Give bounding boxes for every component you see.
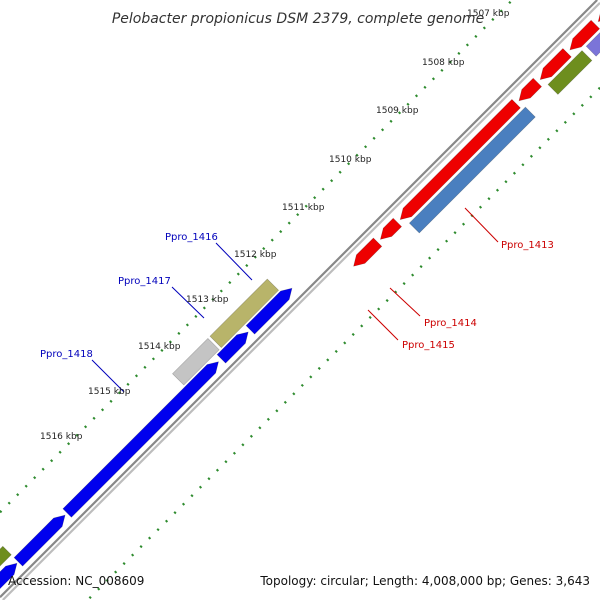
gene-ppro-1417-band [172,337,220,386]
callout-ppro-1417 [171,286,205,319]
callout-ppro-1418 [91,359,125,393]
gene-label-group: Ppro_1413 Ppro_1414 Ppro_1415 Ppro_1416 … [40,232,554,360]
tick-label-1510: 1510 kbp [329,155,372,165]
gene-label-ppro-1414[interactable]: Ppro_1414 [424,318,477,329]
gene-label-ppro-1413[interactable]: Ppro_1413 [501,240,554,251]
gene-ppro-1414-reverse [379,217,403,240]
gene-olive-left [0,545,12,567]
tick-label-1507: 1507 kbp [467,9,510,19]
gene-olive-right [547,50,593,95]
tick-label-1511: 1511 kbp [282,203,325,213]
accession-text: Accession: NC_008609 [8,574,145,588]
gene-label-ppro-1415[interactable]: Ppro_1415 [402,340,455,351]
callout-ppro-1413 [464,207,499,243]
tick-label-1508: 1508 kbp [422,58,465,68]
gene-label-ppro-1416[interactable]: Ppro_1416 [165,232,218,243]
tick-label-1509: 1509 kbp [376,106,419,116]
gene-callouts [91,207,499,393]
gene-ppro-1409-reverse [569,19,600,51]
gene-ppro-1419-forward [13,514,66,567]
gene-ppro-1416-band [209,278,280,349]
gene-ppro-1411-reverse [518,77,543,102]
callout-ppro-1415 [367,309,399,341]
map-title: Pelobacter propionicus DSM 2379, complet… [112,11,484,27]
gene-ppro-1413-band [408,106,536,234]
gene-label-ppro-1417[interactable]: Ppro_1417 [118,276,171,287]
gene-ppro-1412-reverse [399,98,521,221]
outer-tick-dots [0,0,514,514]
tick-label-group: 1507 kbp 1508 kbp 1509 kbp 1510 kbp 1511… [40,9,510,442]
gene-ppro-1420-forward [0,562,18,590]
gene-ppro-1415-reverse [353,237,383,267]
gene-label-ppro-1418[interactable]: Ppro_1418 [40,349,93,360]
gene-ppro-1416b-forward [245,287,293,335]
gene-ppro-1410-reverse [539,48,572,81]
gene-ppro-1417b-forward [216,331,249,364]
tick-label-1512: 1512 kbp [234,250,277,260]
inner-tick-dots [86,86,600,600]
gene-ppro-1418-forward [62,361,219,518]
genome-summary-text: Topology: circular; Length: 4,008,000 bp… [260,574,590,588]
tick-label-1513: 1513 kbp [186,295,229,305]
tick-label-1516: 1516 kbp [40,432,83,442]
tick-label-1515: 1515 kbp [88,387,131,397]
tick-label-1514: 1514 kbp [138,342,181,352]
gene-lavender-right [585,32,600,57]
callout-ppro-1416 [215,242,253,281]
callout-ppro-1414 [389,287,421,317]
